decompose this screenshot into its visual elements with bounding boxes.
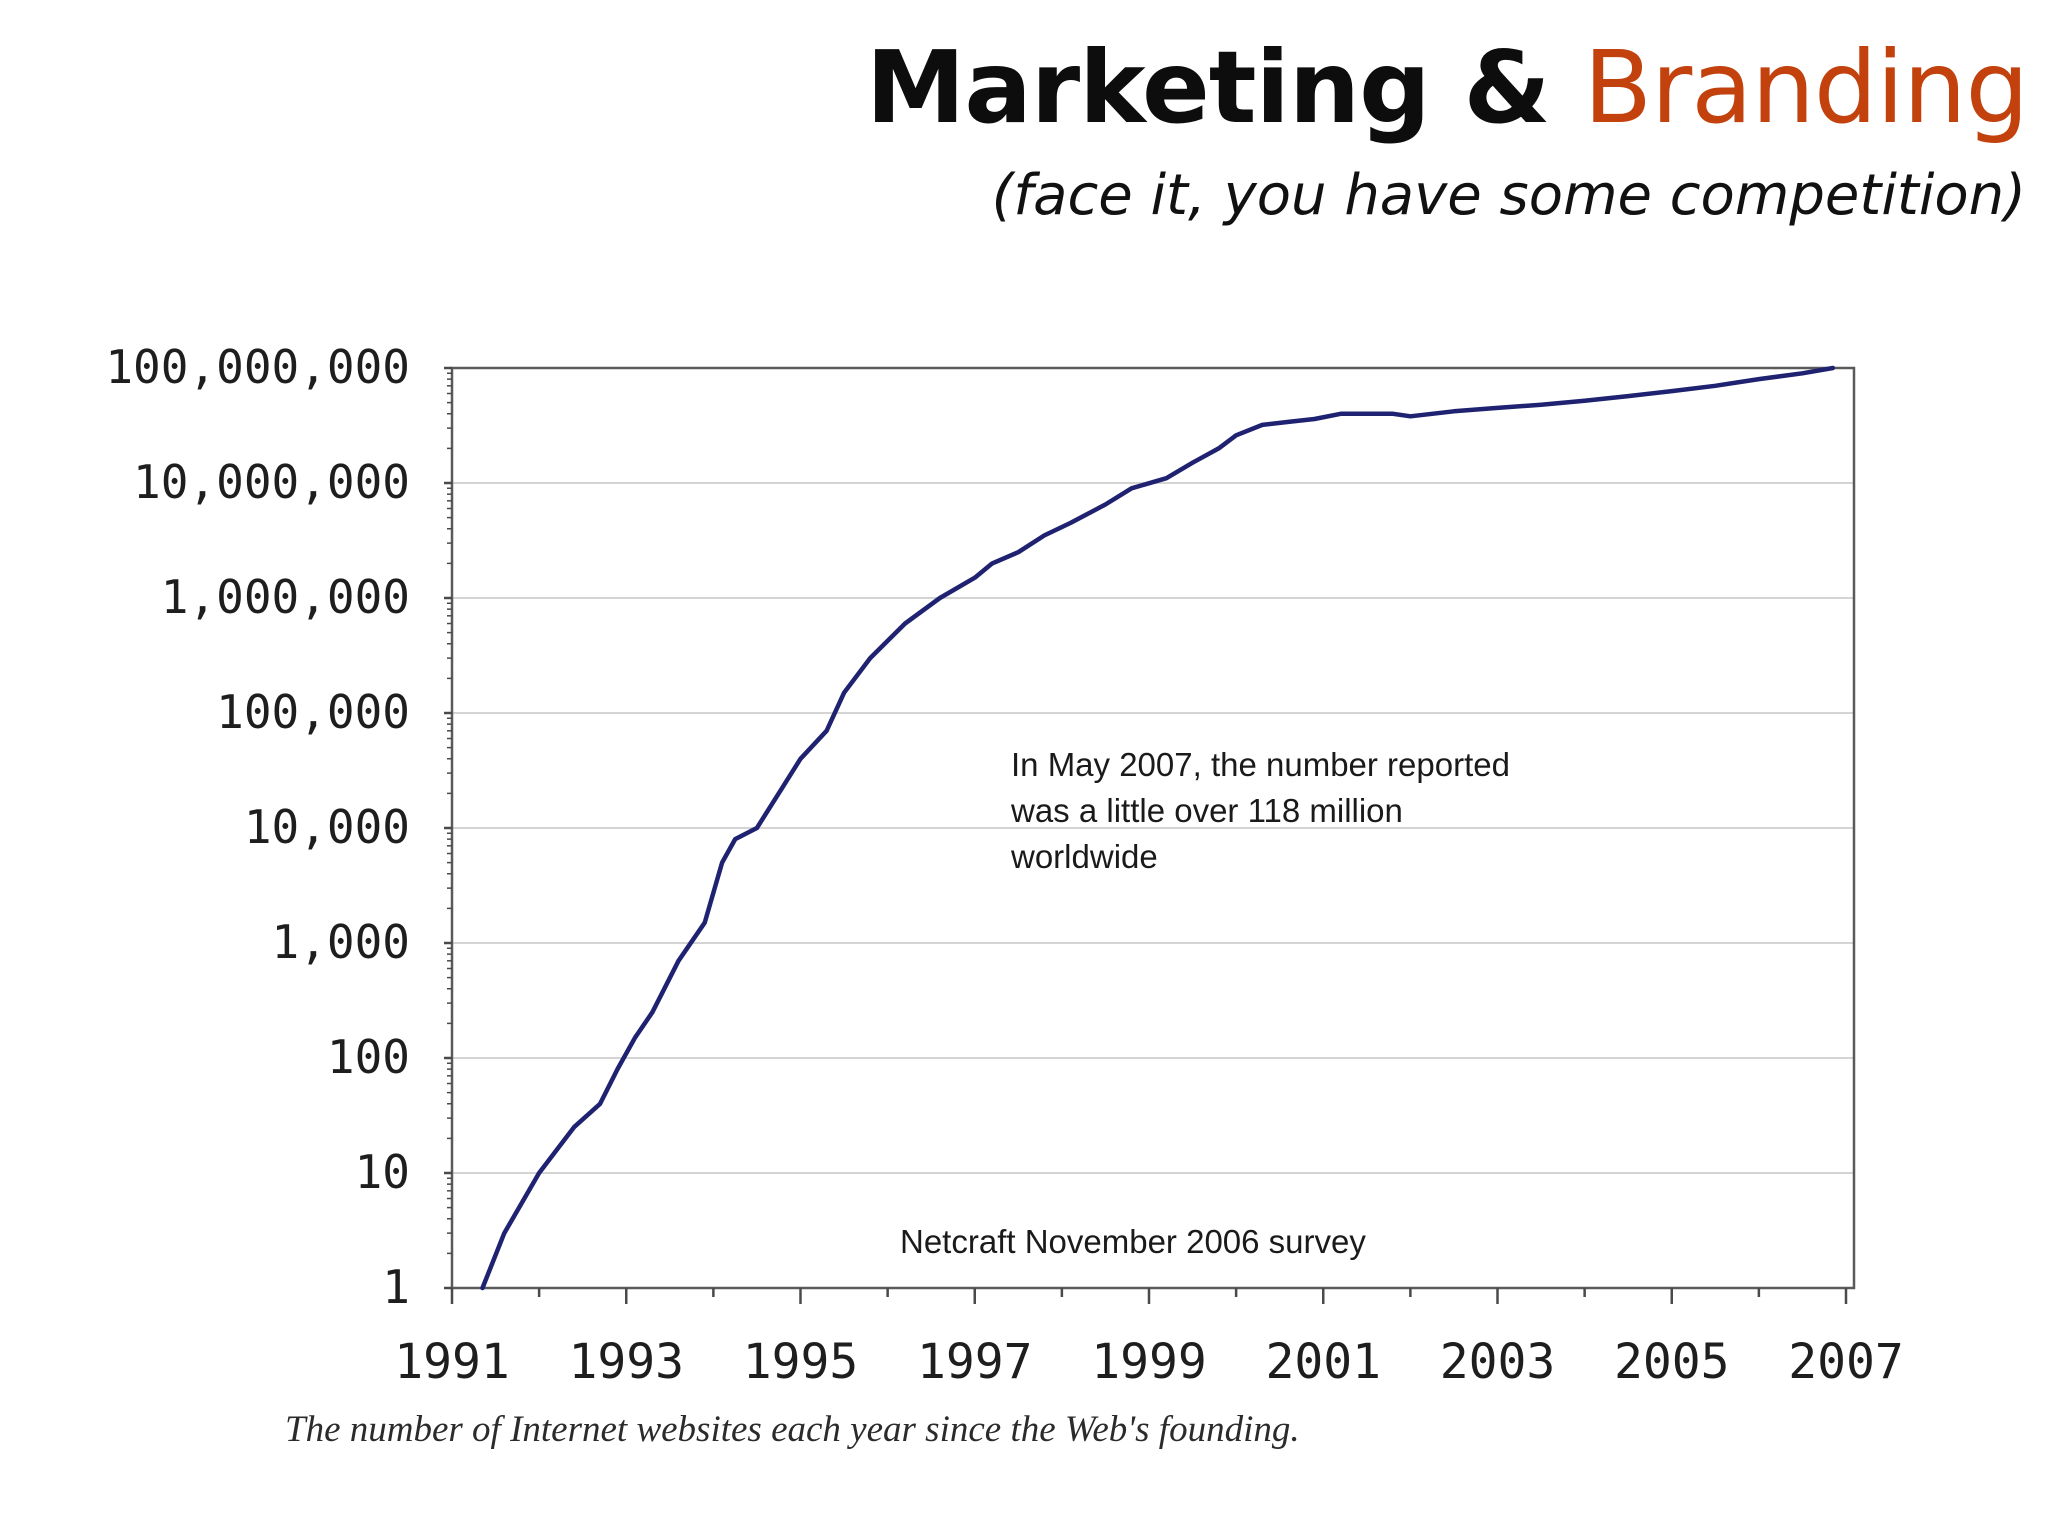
x-tick-label: 2007 [1788,1334,1904,1390]
y-axis-tick-labels: 1 10 100 1,000 10,000 100,000 1,000,000 10,000,… [105,340,410,1314]
slide-title: Marketing & Branding [866,38,2029,138]
slide-title-main: Marketing & [865,29,1551,146]
y-tick-label: 10,000 [244,800,410,854]
x-axis-tick-labels: 1991 1993 1995 1997 1999 2001 2003 2005 2007 [394,1334,1904,1390]
annotation-118-million-line: was a little over 118 million [1010,792,1403,829]
x-tick-label: 1995 [743,1334,859,1390]
chart-annotations: In May 2007, the number reported was a li… [900,746,1510,1260]
y-tick-label: 100 [327,1030,410,1084]
y-tick-label: 1,000,000 [161,570,410,624]
x-tick-label: 2005 [1614,1334,1730,1390]
y-tick-label: 100,000,000 [105,340,410,394]
y-tick-label: 1 [382,1260,410,1314]
axis-ticks [444,366,1848,1304]
slide-title-accent: Branding [1583,29,2029,146]
y-tick-label: 1,000 [272,915,410,969]
annotation-118-million-line: worldwide [1010,838,1158,875]
x-tick-label: 1991 [394,1334,510,1390]
x-tick-label: 1993 [568,1334,684,1390]
slide-subtitle: (face it, you have some competition) [991,163,2026,228]
grid-lines [452,482,1854,1174]
x-tick-label: 2001 [1265,1334,1381,1390]
chart-caption: The number of Internet websites each yea… [285,1409,1300,1450]
x-tick-label: 1997 [917,1334,1033,1390]
y-tick-label: 10,000,000 [133,455,410,509]
annotation-netcraft-source: Netcraft November 2006 survey [900,1223,1366,1260]
y-tick-label: 100,000 [216,685,410,739]
annotation-118-million-line: In May 2007, the number reported [1011,746,1510,783]
series-line-websites [480,365,1836,1291]
x-tick-label: 1999 [1091,1334,1207,1390]
x-tick-label: 2003 [1440,1334,1556,1390]
y-tick-label: 10 [355,1145,410,1199]
